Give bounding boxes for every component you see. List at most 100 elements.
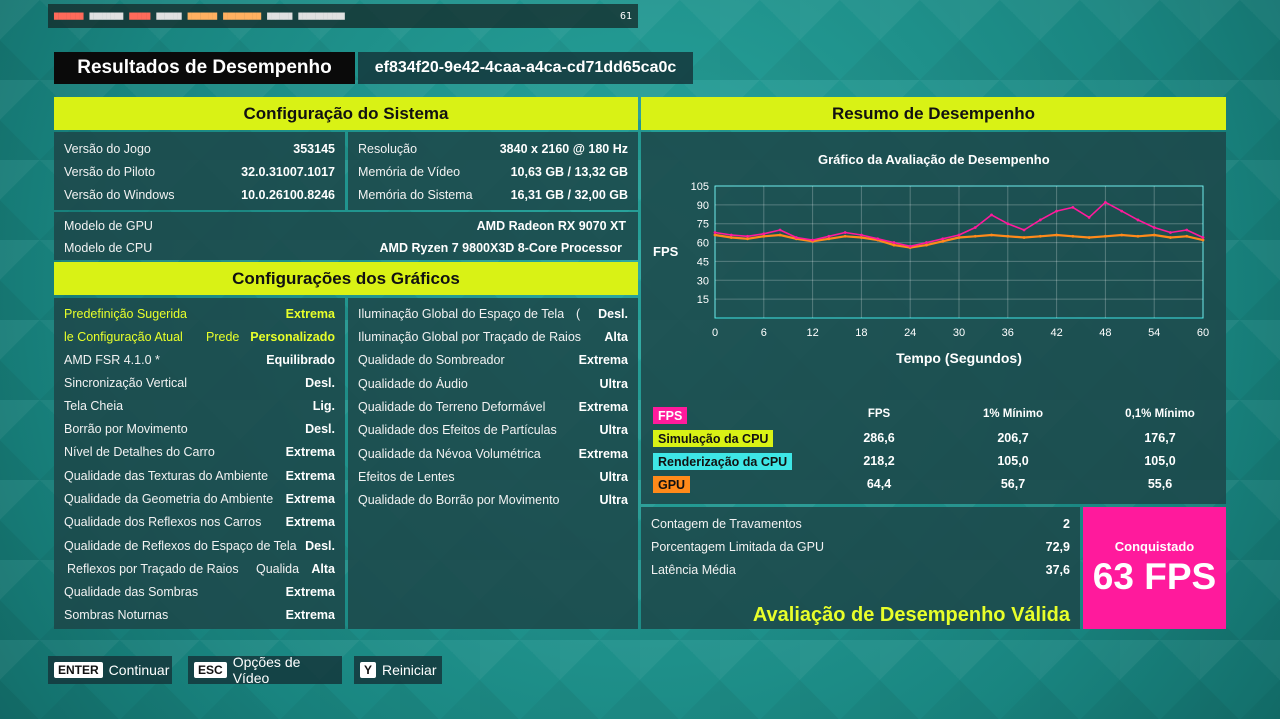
graphics-row: Qualidade da Geometria do Ambiente Extrem… <box>54 487 345 510</box>
row-value: Ultra <box>599 376 628 391</box>
row-value: 10,63 GB / 13,32 GB <box>510 164 628 179</box>
stat-value: 105,0 <box>1144 454 1176 468</box>
graphics-row: Efeitos de Lentes Ultra <box>348 465 638 488</box>
chart-xtick-label: 60 <box>1197 327 1209 339</box>
row-value: Lig. <box>312 398 335 413</box>
chart-title: Gráfico da Avaliação de Desempenho <box>818 152 1050 167</box>
chart-point <box>1120 233 1124 237</box>
chart-point <box>778 228 782 232</box>
row-label: Qualidade dos Efeitos de Partículas <box>358 422 557 437</box>
chart-xtick-label: 42 <box>1050 327 1062 339</box>
stat-value: 55,6 <box>1147 477 1173 491</box>
row-mid: Prede <box>206 329 240 344</box>
y-key-icon: Y <box>360 662 377 678</box>
chart-point <box>1087 236 1091 239</box>
chart-point <box>860 236 863 239</box>
stat-value: 286,6 <box>863 431 895 445</box>
metric-value: 2 <box>1063 516 1070 531</box>
chart-point <box>729 236 733 239</box>
graphics-row: Qualidade das Texturas do Ambiente Extrem… <box>54 464 345 487</box>
row-label: Qualidade dos Reflexos nos Carros <box>64 514 262 529</box>
chart-point <box>1038 218 1042 222</box>
row-label: Resolução <box>358 141 418 156</box>
legend-gpu: GPU <box>653 476 691 493</box>
metric-row: Porcentagem Limitada da GPU 72,9 <box>641 535 1080 558</box>
stat-value: 218,2 <box>863 454 895 468</box>
chart-point <box>827 237 831 241</box>
row-value: AMD Radeon RX 9070 XT <box>476 218 626 233</box>
overlay-segment: ▇▇▇▇▇▇▇ <box>54 12 84 20</box>
chart-point <box>1185 234 1189 238</box>
legend-cpu-simulation: Simulação da CPU <box>653 430 774 447</box>
graphics-row: Tela Cheia Lig. <box>54 394 345 417</box>
chart-xlabel: Tempo (Segundos) <box>896 350 1022 366</box>
stat-value: 176,7 <box>1144 431 1176 445</box>
chart-point <box>762 234 766 238</box>
row-label: Sombras Noturnas <box>64 607 169 622</box>
chart-point <box>908 244 912 248</box>
row-value: Alta <box>604 329 628 344</box>
system-row: Versão do Windows 10.0.26100.8246 <box>54 183 345 206</box>
chart-ytick-label: 30 <box>697 275 709 287</box>
stat-header-1pct: 1% Mínimo <box>982 408 1044 420</box>
row-label: Iluminação Global por Traçado de Raios <box>358 329 582 344</box>
chart-point <box>1104 200 1107 204</box>
graphics-row: Reflexos por Traçado de Raios Qualida Alta <box>54 557 345 580</box>
legend-cpu-render: Renderização da CPU <box>653 453 793 470</box>
row-value: Alta <box>311 561 335 576</box>
row-label: Reflexos por Traçado de Raios <box>67 561 239 576</box>
chart-point <box>1038 234 1042 238</box>
metric-label: Porcentagem Limitada da GPU <box>651 539 825 554</box>
graphics-row: Sombras Noturnas Extrema <box>54 603 345 626</box>
graphics-row: Qualidade do Borrão por Movimento Ultra <box>348 488 638 511</box>
chart-point <box>827 234 831 238</box>
valid-benchmark-text: Avaliação de Desempenho Válida <box>752 604 1070 626</box>
row-label: Qualidade do Sombreador <box>358 352 505 367</box>
video-options-button[interactable]: ESC Opções de Vídeo <box>188 654 342 686</box>
chart-xtick-label: 54 <box>1148 327 1160 339</box>
graphics-config-header: Configurações dos Gráficos <box>54 262 638 295</box>
row-value: Extrema <box>285 306 335 321</box>
row-label: Qualidade do Borrão por Movimento <box>358 492 560 507</box>
chart-point <box>990 233 993 237</box>
row-value: Extrema <box>285 491 335 506</box>
chart-point <box>1152 233 1156 237</box>
row-value: 16,31 GB / 32,00 GB <box>510 187 628 202</box>
continue-label: Continuar <box>108 662 170 678</box>
enter-key-icon: ENTER <box>54 662 103 678</box>
row-label: Borrão por Movimento <box>64 421 188 436</box>
graphics-row: Qualidade de Reflexos do Espaço de Tela D… <box>54 534 345 557</box>
continue-button[interactable]: ENTER Continuar <box>48 656 172 684</box>
row-label: Qualidade das Sombras <box>64 584 199 599</box>
chart-point <box>1071 205 1075 209</box>
legend-fps: FPS <box>653 407 688 424</box>
graphics-row: Qualidade do Terreno Deformável Extrema <box>348 395 638 418</box>
graphics-row: Qualidade das Sombras Extrema <box>54 580 345 603</box>
stat-value: 56,7 <box>1000 477 1026 491</box>
graphics-row: Qualidade da Névoa Volumétrica Extrema <box>348 442 638 465</box>
system-config-header: Configuração do Sistema <box>54 97 638 130</box>
chart-panel: Gráfico da Avaliação de Desempenho 0 6 12 1… <box>641 132 1226 504</box>
restart-button[interactable]: Y Reiniciar <box>354 656 442 684</box>
overlay-segment: ▇▇▇▇▇▇▇ <box>187 12 218 20</box>
achieved-fps-badge: Conquistado 63 FPS <box>1083 507 1226 629</box>
row-value: Extrema <box>285 607 335 622</box>
monitoring-overlay: ▇▇▇▇▇▇▇ ▇▇▇▇▇▇▇▇ ▇▇▇▇▇ ▇▇▇▇▇▇ ▇▇▇▇▇▇▇ ▇▇… <box>48 4 638 28</box>
row-label: Modelo de GPU <box>64 218 153 233</box>
row-value: Extrema <box>285 468 335 483</box>
chart-point <box>811 238 814 242</box>
row-value: Desl. <box>598 306 628 321</box>
chart-point <box>1104 234 1107 238</box>
stat-value: 206,7 <box>997 431 1029 445</box>
chart-point <box>778 233 782 237</box>
chart-point <box>1185 228 1189 232</box>
chart-point <box>1201 236 1205 239</box>
row-value: 10.0.26100.8246 <box>241 187 335 202</box>
row-value: 3840 x 2160 @ 180 Hz <box>499 141 628 156</box>
row-label: Iluminação Global do Espaço de Tela <box>358 306 565 321</box>
metrics-panel: Contagem de Travamentos 2 Porcentagem Lim… <box>641 507 1080 629</box>
chart-point <box>1071 234 1075 238</box>
graphics-row: Sincronização Vertical Desl. <box>54 371 345 394</box>
chart-point <box>1022 236 1026 239</box>
chart-point <box>860 233 863 237</box>
